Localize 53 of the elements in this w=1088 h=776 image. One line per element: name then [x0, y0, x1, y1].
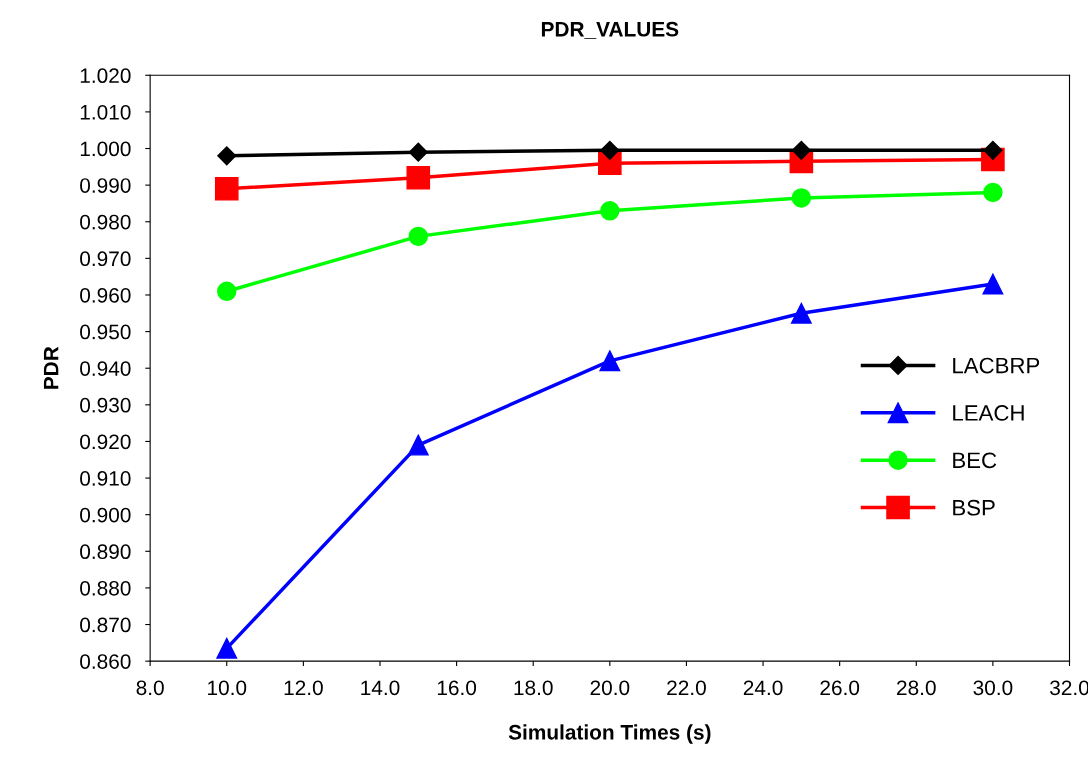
x-tick-label: 12.0	[284, 680, 323, 696]
x-tick-label: 30.0	[973, 680, 1013, 696]
y-tick-label: 0.920	[80, 434, 131, 450]
x-tick-label: 24.0	[743, 680, 783, 696]
y-axis-title: PDR	[43, 346, 59, 389]
chart-title: PDR_VALUES	[541, 21, 679, 39]
x-axis-title: Simulation Times (s)	[508, 724, 711, 744]
point	[790, 302, 812, 324]
x-tick-label: 14.0	[361, 680, 400, 696]
legend-label: BSP	[953, 499, 995, 516]
y-tick-label: 0.980	[80, 214, 131, 230]
y-tick-label: 0.950	[80, 324, 131, 340]
x-tick-label: 8.0	[136, 680, 164, 696]
point	[791, 188, 812, 208]
y-tick-label: 0.860	[80, 654, 131, 669]
y-tick-label: 0.880	[80, 580, 131, 596]
y-tick-label: 0.990	[80, 178, 131, 193]
y-tick-label: 0.900	[80, 507, 131, 523]
y-tick-label: 0.970	[80, 251, 131, 267]
point	[214, 176, 239, 201]
point	[408, 226, 429, 247]
legend-label: LEACH	[953, 405, 1024, 421]
y-tick-label: 0.870	[80, 617, 131, 633]
y-tick-label: 0.910	[80, 471, 131, 486]
y-tick-label: 0.940	[80, 361, 131, 376]
x-tick-label: 26.0	[820, 680, 860, 696]
x-tick-label: 32.0	[1050, 680, 1088, 696]
y-tick-label: 1.010	[80, 104, 131, 120]
point	[217, 281, 237, 302]
point	[406, 165, 431, 190]
x-tick-label: 28.0	[897, 680, 936, 696]
legend-label: LACBRP	[953, 357, 1040, 374]
x-tick-label: 18.0	[514, 680, 553, 696]
point	[982, 273, 1004, 295]
point	[791, 140, 811, 160]
x-tick-label: 10.0	[208, 680, 247, 696]
y-tick-label: 1.020	[80, 68, 131, 84]
point	[983, 182, 1003, 203]
point	[600, 140, 620, 160]
point	[407, 434, 429, 456]
point	[217, 146, 237, 166]
point	[599, 350, 621, 372]
y-tick-label: 1.000	[80, 141, 131, 157]
point	[216, 637, 238, 659]
point	[600, 201, 620, 221]
point	[408, 142, 428, 162]
legend-label: BEC	[953, 452, 997, 469]
y-tick-label: 0.960	[80, 287, 131, 303]
y-tick-label: 0.890	[80, 544, 131, 560]
x-tick-label: 20.0	[590, 680, 630, 696]
y-tick-label: 0.930	[80, 397, 131, 413]
x-tick-label: 22.0	[667, 680, 706, 696]
x-tick-label: 16.0	[437, 680, 477, 696]
